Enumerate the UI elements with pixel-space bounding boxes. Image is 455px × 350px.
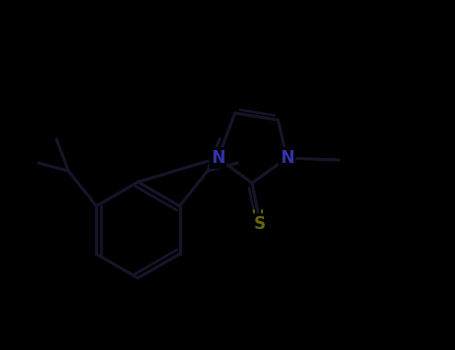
Text: N: N [280,149,294,167]
Text: S: S [254,215,266,233]
Text: N: N [211,149,225,167]
